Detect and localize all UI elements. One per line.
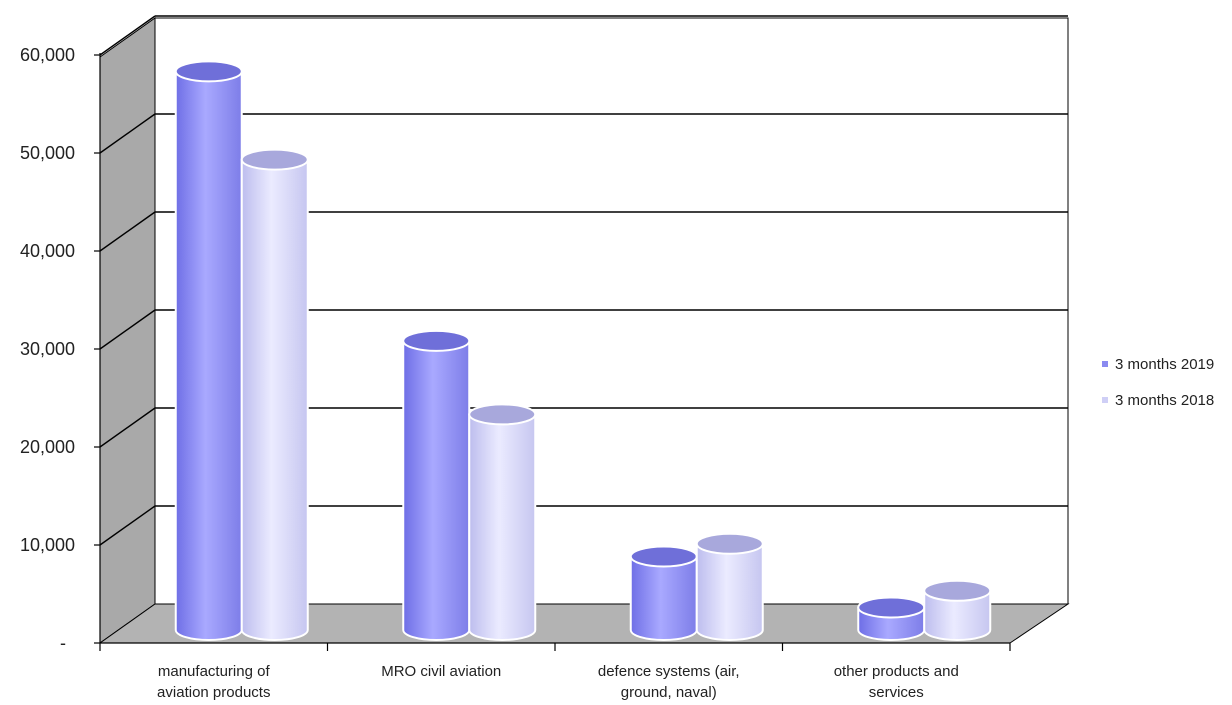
- bar: [857, 596, 926, 641]
- bar: [695, 532, 764, 641]
- bar-body: [629, 555, 698, 641]
- bar-top: [923, 579, 992, 602]
- y-axis: - 10,000 20,000 30,000 40,000 50,000 60,000: [20, 45, 1011, 653]
- bar-body: [174, 70, 243, 641]
- y-tick-label: 60,000: [20, 45, 75, 65]
- bar-top: [468, 403, 537, 426]
- gridline-side: [99, 211, 156, 252]
- legend: 3 months 2019 3 months 2018: [1102, 356, 1214, 409]
- gridline-side: [99, 113, 156, 154]
- x-tick-label: services: [869, 684, 924, 701]
- gridline-side: [99, 407, 156, 448]
- bar: [468, 403, 537, 641]
- y-tick-label: 40,000: [20, 241, 75, 261]
- y-tick-label: 50,000: [20, 143, 75, 163]
- x-tick-label: other products and: [834, 663, 959, 680]
- bar: [240, 148, 309, 641]
- y-tick-label: 30,000: [20, 339, 75, 359]
- bar-top: [174, 60, 243, 83]
- bars: [174, 60, 992, 641]
- bar: [923, 579, 992, 641]
- bar-body: [240, 158, 309, 641]
- bar-top: [857, 596, 926, 619]
- x-tick-label: defence systems (air,: [598, 663, 740, 680]
- y-tick-label: 10,000: [20, 535, 75, 555]
- legend-label: 3 months 2019: [1115, 356, 1214, 373]
- gridline-side: [99, 15, 156, 56]
- legend-swatch: [1102, 361, 1108, 367]
- bar: [174, 60, 243, 641]
- bar-top: [629, 545, 698, 568]
- bar-body: [402, 339, 471, 641]
- x-tick-label: manufacturing of: [158, 663, 271, 680]
- gridline-side: [99, 309, 156, 350]
- bar-body: [923, 589, 992, 641]
- bar-body: [695, 542, 764, 641]
- bar-top: [240, 148, 309, 171]
- x-tick-label: aviation products: [157, 684, 270, 701]
- bar-body: [468, 413, 537, 641]
- side-wall: [99, 17, 156, 644]
- gridline-side: [99, 505, 156, 546]
- x-axis-labels: manufacturing of aviation products MRO civ…: [157, 663, 959, 701]
- legend-swatch: [1102, 397, 1108, 403]
- bar: [629, 545, 698, 641]
- bar-top: [402, 329, 471, 352]
- y-tick-label: 20,000: [20, 437, 75, 457]
- x-tick-label: MRO civil aviation: [381, 663, 501, 680]
- x-tick-label: ground, naval): [621, 684, 717, 701]
- legend-label: 3 months 2018: [1115, 392, 1214, 409]
- y-tick-label: -: [60, 633, 66, 653]
- bar-top: [695, 532, 764, 555]
- bar: [402, 329, 471, 641]
